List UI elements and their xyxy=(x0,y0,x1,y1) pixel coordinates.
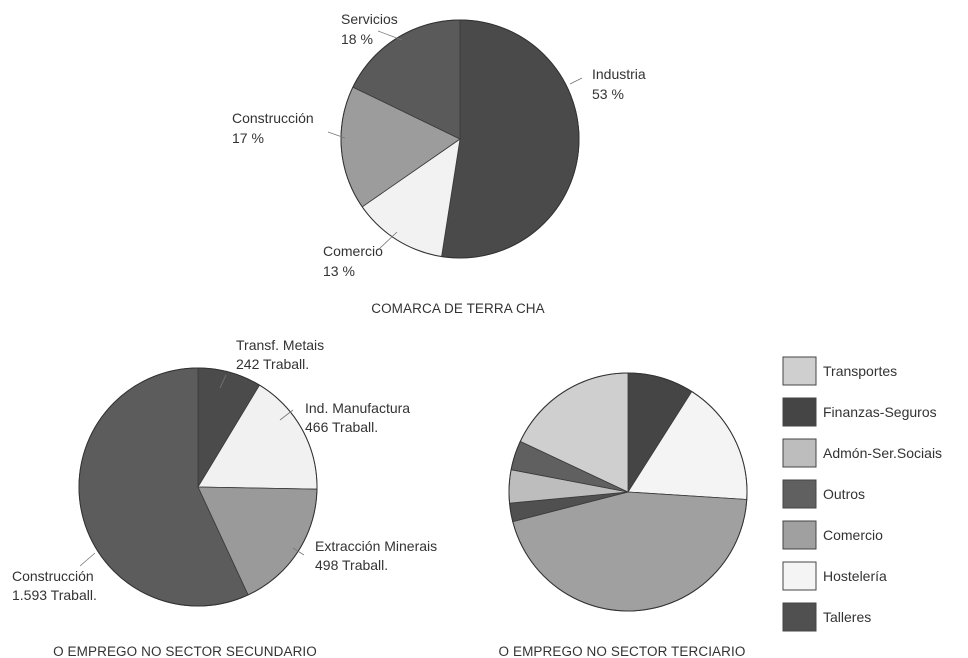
legend-swatch-talleres xyxy=(782,602,817,632)
leader-construccion xyxy=(327,131,346,139)
leader-industria xyxy=(569,77,583,85)
pie-chart-terciario: Transportes Finanzas-Seguros Admón-Ser.Soc… xyxy=(499,356,942,658)
value-industria: 53 % xyxy=(592,86,624,102)
legend-label-outros: Outros xyxy=(823,486,865,502)
legend-swatch-hosteleria xyxy=(782,561,817,591)
leader-transf-metais xyxy=(219,374,227,389)
value-extraccion: 498 Traball. xyxy=(315,557,388,573)
leader-extraccion xyxy=(292,547,305,556)
pie-chart-comarca: Servicios 18 % Industria 53 % Construcci… xyxy=(232,11,646,316)
legend-terciario: Transportes Finanzas-Seguros Admón-Ser.Soc… xyxy=(782,356,942,632)
leader-construccion-sec xyxy=(79,552,96,567)
leader-ind-manufactura xyxy=(279,409,294,421)
legend-label-finanzas-seguros: Finanzas-Seguros xyxy=(823,404,937,420)
label-ind-manufactura: Ind. Manufactura xyxy=(305,400,410,416)
legend-label-admon-ser-sociais: Admón-Ser.Sociais xyxy=(823,445,942,461)
leader-comercio xyxy=(377,231,398,251)
label-transf-metais: Transf. Metais xyxy=(236,337,324,353)
pie-chart-secundario: Transf. Metais 242 Traball. Ind. Manufac… xyxy=(12,337,437,658)
title-terciario: O EMPREGO NO SECTOR TERCIARIO xyxy=(499,644,746,658)
value-construccion-sec: 1.593 Traball. xyxy=(12,587,97,603)
legend-label-transportes: Transportes xyxy=(823,363,897,379)
value-comercio: 13 % xyxy=(323,263,355,279)
label-construccion: Construcción xyxy=(232,110,314,126)
pie-terciario-slices xyxy=(508,372,748,612)
label-extraccion: Extracción Minerais xyxy=(315,538,437,554)
legend-label-comercio: Comercio xyxy=(823,527,883,543)
pie-comarca-slices xyxy=(340,19,580,259)
title-secundario: O EMPREGO NO SECTOR SECUNDARIO xyxy=(53,644,317,658)
label-industria: Industria xyxy=(592,66,646,82)
legend-swatch-admon-ser-sociais xyxy=(782,438,817,468)
legend-swatch-comercio xyxy=(782,520,817,550)
label-comercio: Comercio xyxy=(323,243,383,259)
label-servicios: Servicios xyxy=(341,11,398,27)
pie-slice-industria xyxy=(441,19,580,259)
legend-label-hosteleria: Hostelería xyxy=(823,568,887,584)
pie-outline xyxy=(508,372,748,612)
value-ind-manufactura: 466 Traball. xyxy=(305,419,378,435)
pie-outline xyxy=(340,19,580,259)
pie-outline xyxy=(78,367,318,607)
value-transf-metais: 242 Traball. xyxy=(236,356,309,372)
label-construccion-sec: Construcción xyxy=(12,568,94,584)
legend-swatch-transportes xyxy=(782,356,817,386)
value-construccion: 17 % xyxy=(232,130,264,146)
legend-label-talleres: Talleres xyxy=(823,609,871,625)
leader-servicios xyxy=(377,30,403,41)
value-servicios: 18 % xyxy=(341,31,373,47)
legend-swatch-finanzas-seguros xyxy=(782,397,817,427)
legend-swatch-outros xyxy=(782,479,817,509)
pie-secundario-slices xyxy=(78,367,318,607)
title-comarca: COMARCA DE TERRA CHA xyxy=(371,301,545,316)
